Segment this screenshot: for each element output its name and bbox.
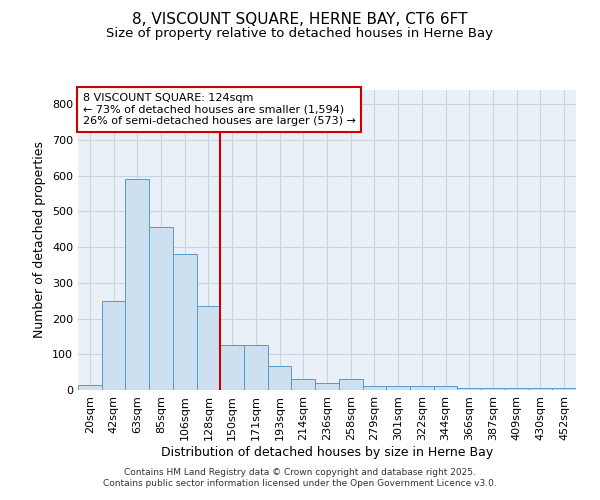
Bar [315,383,339,390]
Bar [244,346,268,390]
Bar [339,380,362,390]
Bar [268,366,292,390]
Bar [197,306,220,390]
Bar [457,388,481,390]
Bar [125,180,149,390]
Y-axis label: Number of detached properties: Number of detached properties [34,142,46,338]
Bar [434,386,457,390]
Bar [481,388,505,390]
Bar [505,388,529,390]
Bar [529,388,552,390]
Bar [552,388,576,390]
Text: Contains HM Land Registry data © Crown copyright and database right 2025.
Contai: Contains HM Land Registry data © Crown c… [103,468,497,487]
Bar [102,300,125,390]
Bar [149,227,173,390]
Text: 8, VISCOUNT SQUARE, HERNE BAY, CT6 6FT: 8, VISCOUNT SQUARE, HERNE BAY, CT6 6FT [132,12,468,28]
X-axis label: Distribution of detached houses by size in Herne Bay: Distribution of detached houses by size … [161,446,493,458]
Bar [220,346,244,390]
Bar [410,386,434,390]
Text: 8 VISCOUNT SQUARE: 124sqm
← 73% of detached houses are smaller (1,594)
26% of se: 8 VISCOUNT SQUARE: 124sqm ← 73% of detac… [83,93,356,126]
Text: Size of property relative to detached houses in Herne Bay: Size of property relative to detached ho… [107,28,493,40]
Bar [292,380,315,390]
Bar [386,386,410,390]
Bar [173,254,197,390]
Bar [78,384,102,390]
Bar [362,386,386,390]
